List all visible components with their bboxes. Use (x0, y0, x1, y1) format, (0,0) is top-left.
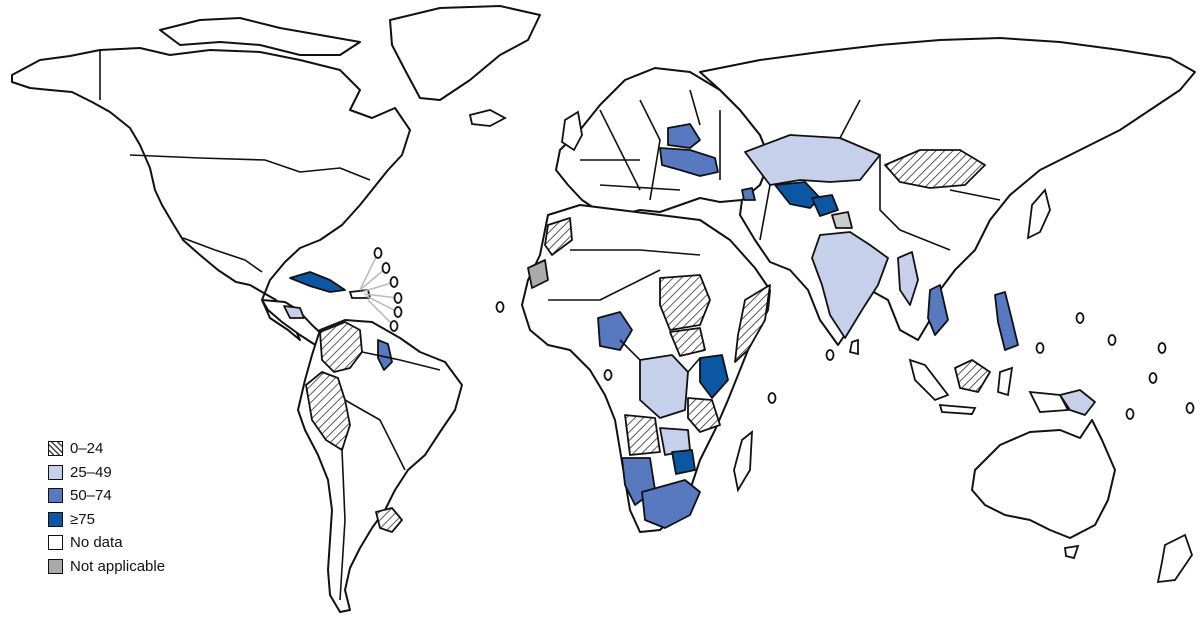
country-western-sahara (527, 259, 549, 289)
pacific-island-markers (495, 301, 1195, 420)
country-argentina (375, 507, 403, 533)
legend-item: No data (48, 531, 165, 555)
legend-item: ≥75 (48, 508, 165, 532)
country-south-africa (641, 479, 701, 529)
country-morocco (544, 217, 573, 256)
caribbean-island-markers (373, 247, 403, 332)
country-south-sudan (669, 327, 706, 357)
caribbean-leader-lines (359, 252, 399, 327)
country-cuba (289, 271, 346, 293)
indonesia-sumatra (908, 358, 950, 402)
iceland (468, 109, 507, 127)
map-legend: 0–24 25–49 50–74 ≥75 No data Not applica… (48, 437, 165, 578)
country-colombia (319, 321, 363, 373)
legend-swatch (48, 464, 63, 480)
arctic-islands (159, 17, 361, 56)
legend-item: 25–49 (48, 461, 165, 485)
country-kazakhstan (744, 134, 881, 186)
north-america-landmass (11, 47, 411, 341)
legend-item: 50–74 (48, 484, 165, 508)
country-belarus (667, 123, 701, 149)
country-malaysia (954, 359, 991, 393)
legend-item: 0–24 (48, 437, 165, 461)
legend-label: ≥75 (70, 510, 95, 528)
country-tanzania (687, 397, 721, 433)
country-somalia (734, 284, 771, 363)
europe-borders (580, 89, 721, 201)
australia (971, 419, 1116, 539)
country-myanmar (897, 251, 919, 306)
country-mongolia (884, 149, 986, 189)
legend-swatch (48, 511, 63, 527)
country-vietnam (927, 284, 949, 336)
sulawesi (997, 366, 1014, 397)
indonesia-java (938, 403, 977, 415)
japan (1026, 188, 1051, 240)
country-tajikistan (811, 194, 839, 217)
legend-label: 25–49 (70, 463, 112, 481)
madagascar (733, 430, 754, 493)
country-azerbaijan (741, 187, 756, 201)
legend-swatch-hatched (48, 441, 63, 457)
country-sudan (659, 274, 711, 331)
south-america-borders (339, 351, 441, 601)
legend-swatch (48, 535, 63, 551)
legend-label: Not applicable (70, 557, 166, 575)
country-dr-congo (639, 354, 689, 419)
legend-label: No data (70, 534, 123, 552)
country-honduras (283, 305, 305, 319)
legend-swatch (48, 488, 63, 504)
great-britain (561, 110, 583, 152)
legend-swatch (48, 558, 63, 574)
north-america-borders (99, 50, 371, 273)
legend-item: Not applicable (48, 555, 165, 579)
new-zealand (1156, 533, 1193, 584)
sri-lanka (848, 338, 859, 356)
africa-borders (548, 249, 701, 373)
country-philippines (994, 291, 1019, 351)
legend-label: 0–24 (70, 440, 104, 458)
asia-borders (759, 99, 1001, 251)
country-kashmir-disputed (831, 211, 853, 229)
country-zimbabwe (671, 449, 696, 475)
country-nigeria (597, 311, 633, 351)
greenland (389, 5, 541, 101)
country-kenya (699, 354, 729, 399)
tasmania (1063, 544, 1080, 560)
country-papua-new-guinea (1059, 389, 1096, 416)
country-ukraine (659, 147, 719, 177)
asia-landmass (699, 37, 1196, 346)
country-india (811, 231, 889, 339)
legend-label: 50–74 (70, 487, 112, 505)
new-guinea-west (1028, 390, 1070, 413)
country-angola (624, 414, 661, 456)
country-peru (305, 371, 351, 451)
